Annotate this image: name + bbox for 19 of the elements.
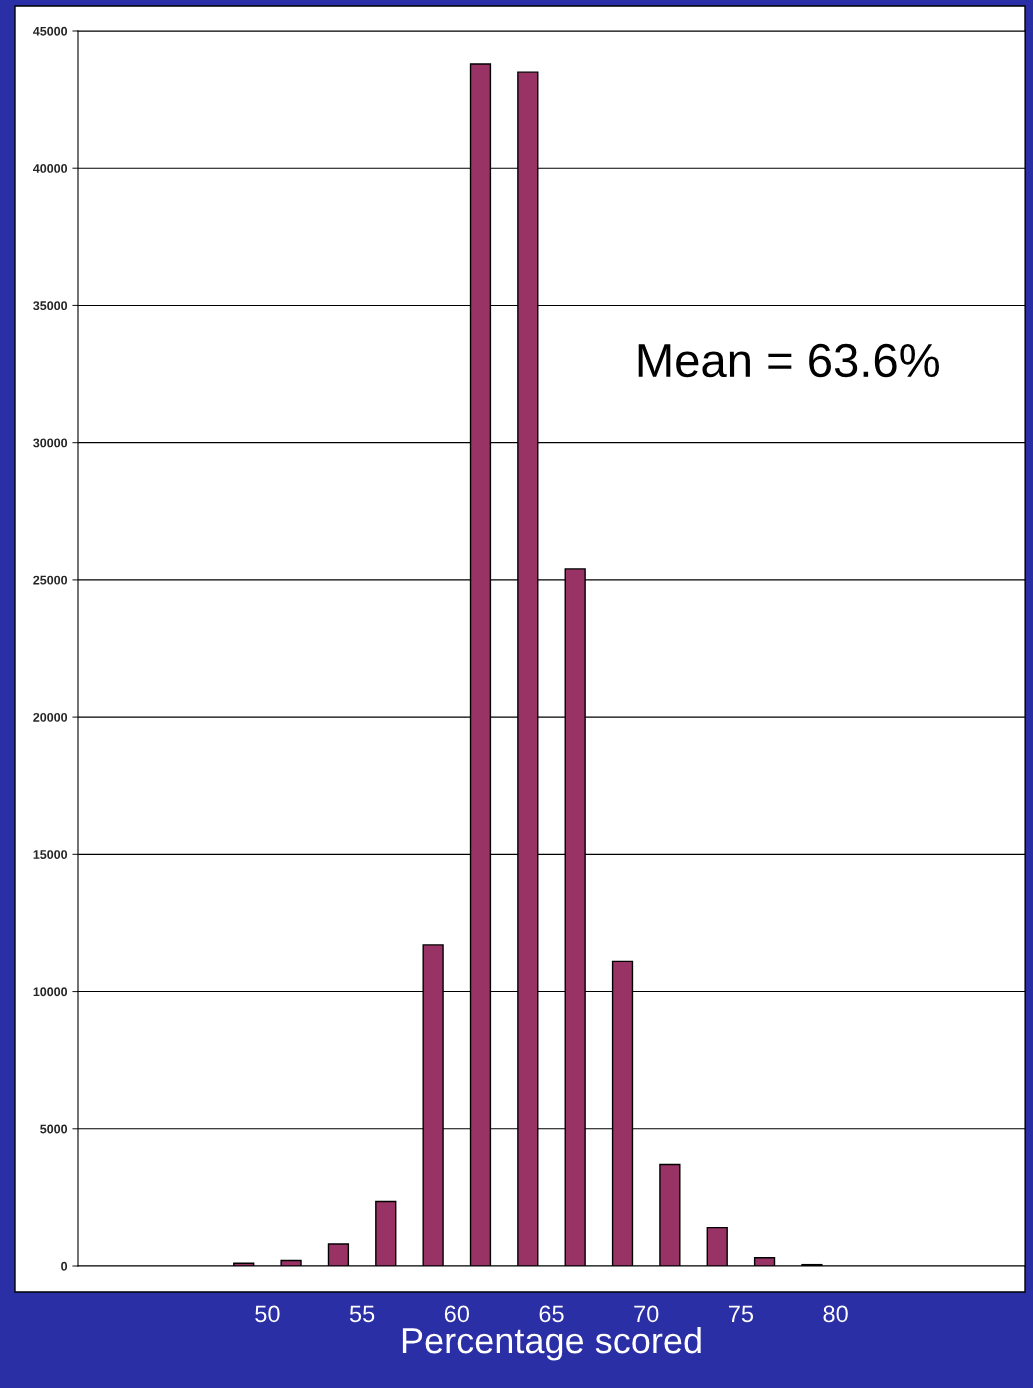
y-tick-label: 15000 — [33, 850, 68, 859]
y-tick-label: 20000 — [33, 712, 68, 722]
y-tick-label: 5000 — [40, 1124, 68, 1134]
y-tick-label: 10000 — [33, 987, 68, 997]
x-axis-title: Percentage scored — [402, 1326, 701, 1361]
y-tick-label: 30000 — [33, 438, 68, 448]
y-tick-label: 45000 — [33, 26, 68, 36]
x-tick-label: 75 — [728, 1305, 754, 1323]
y-tick-label: 0 — [61, 1261, 68, 1271]
x-tick-label: 55 — [349, 1305, 375, 1323]
x-tick-label: 65 — [539, 1305, 564, 1323]
y-tick-label: 25000 — [33, 575, 68, 585]
y-tick-label: 40000 — [33, 164, 68, 173]
annotation: Mean = 63.6% — [638, 343, 939, 378]
y-tick-label: 35000 — [33, 301, 68, 311]
x-tick-label: 60 — [444, 1305, 470, 1323]
x-tick-label: 80 — [823, 1305, 848, 1323]
x-tick-label: 70 — [634, 1305, 659, 1323]
x-tick-label: 50 — [255, 1305, 280, 1323]
